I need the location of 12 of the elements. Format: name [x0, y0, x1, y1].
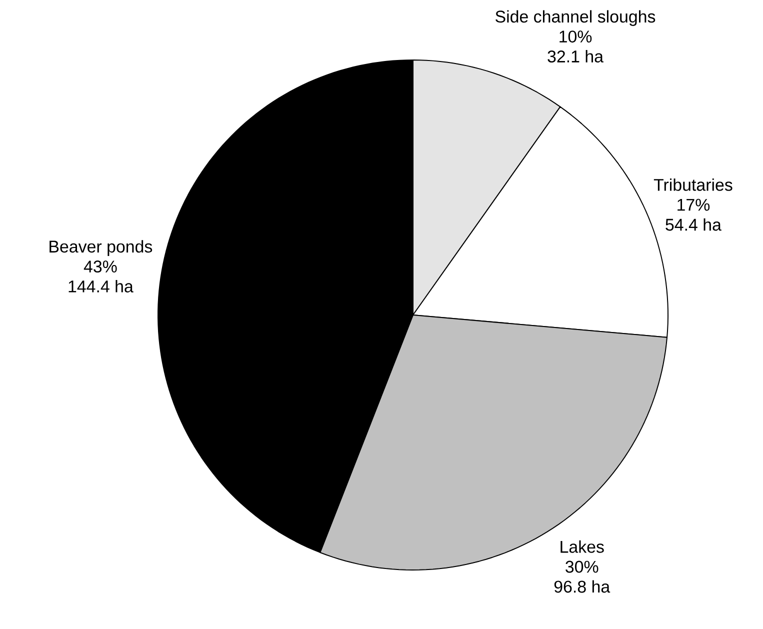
data-label: 144.4 ha	[68, 280, 134, 292]
slice-label: Beaver ponds	[50, 240, 152, 256]
text: 43%	[84, 260, 117, 273]
text: 30%	[566, 560, 598, 573]
data-label: 96.8 ha	[554, 580, 610, 593]
slice-label: Lakes	[560, 540, 604, 553]
slice-label: Side channel sloughs	[496, 10, 656, 26]
text: 10%	[560, 30, 592, 43]
data-label: 54.4 ha	[666, 218, 722, 231]
data-label: 32.1 ha	[548, 50, 604, 62]
text: 17%	[678, 198, 710, 211]
slice-label: Tributaries	[654, 178, 732, 191]
